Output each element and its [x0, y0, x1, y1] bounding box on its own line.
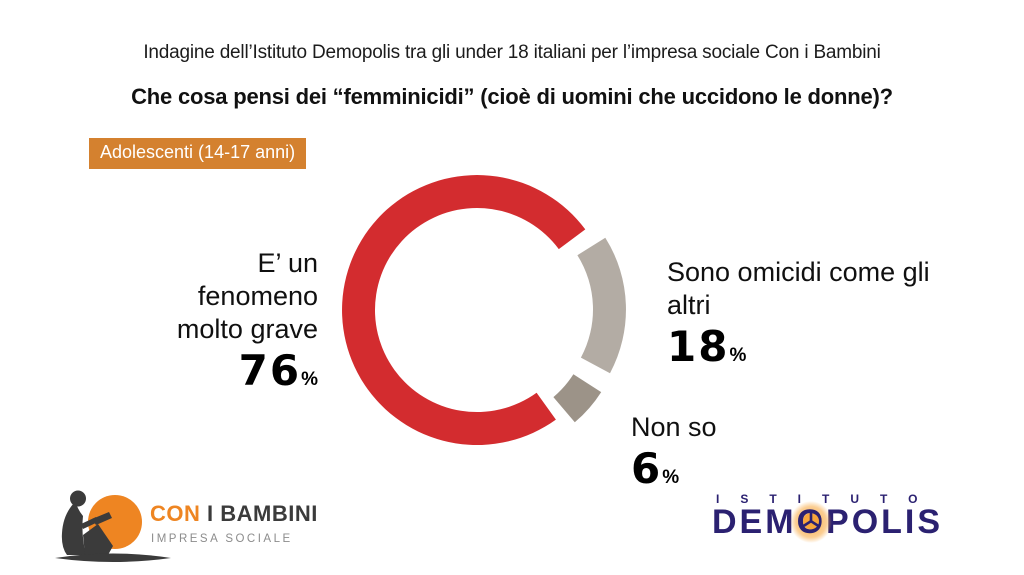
donut-slice-1	[577, 237, 626, 374]
callout-molto-grave: E’ un fenomeno molto grave 76%	[163, 247, 318, 402]
wordmark-right: POLIS	[826, 503, 944, 541]
callout-label-line: fenomeno	[197, 281, 318, 311]
callout-value-row: 18%	[667, 325, 987, 378]
demopolis-wordmark: DEMO POLIS	[712, 503, 943, 541]
survey-kicker: Indagine dell’Istituto Demopolis tra gli…	[143, 42, 881, 63]
con-i-bambini-logo: CON I BAMBINI IMPRESA SOCIALE	[55, 485, 355, 569]
demopolis-logo: ISTITUTO DEMO POLIS	[712, 492, 972, 552]
callout-label-line: Sono omicidi come gli	[667, 257, 930, 287]
con-i-bambini-wordmark: CON I BAMBINI	[150, 501, 318, 527]
callout-label-line: E’ un	[257, 248, 318, 278]
callout-non-so: Non so 6%	[631, 411, 831, 500]
callout-label-line: Non so	[631, 412, 717, 442]
callout-value: 76	[238, 346, 302, 395]
percent-sign: %	[729, 345, 747, 366]
impresa-sociale-tagline: IMPRESA SOCIALE	[151, 533, 293, 545]
wordmark-left: DEM	[712, 503, 797, 541]
callout-value-row: 6%	[631, 447, 831, 500]
donut-chart	[342, 175, 626, 446]
callout-label-line: molto grave	[176, 314, 318, 344]
callout-value-row: 76%	[163, 349, 318, 402]
callout-value: 6	[631, 444, 663, 493]
donut-slice-2	[553, 374, 602, 423]
callout-label-line: altri	[667, 290, 711, 320]
demopolis-o-emblem: O	[797, 503, 826, 541]
child-reading-icon	[55, 490, 171, 562]
callout-value: 18	[667, 322, 730, 371]
callout-omicidi-come-altri: Sono omicidi come gli altri 18%	[667, 256, 987, 378]
chart-question-title: Che cosa pensi dei “femminicidi” (cioè d…	[131, 84, 893, 109]
percent-sign: %	[301, 369, 318, 390]
brand-accent-text: CON	[150, 501, 201, 526]
percent-sign: %	[662, 467, 680, 488]
wheel-icon	[803, 512, 820, 530]
donut-slice-0	[342, 175, 586, 446]
audience-badge: Adolescenti (14-17 anni)	[89, 138, 307, 169]
brand-rest-text: I BAMBINI	[200, 501, 318, 526]
